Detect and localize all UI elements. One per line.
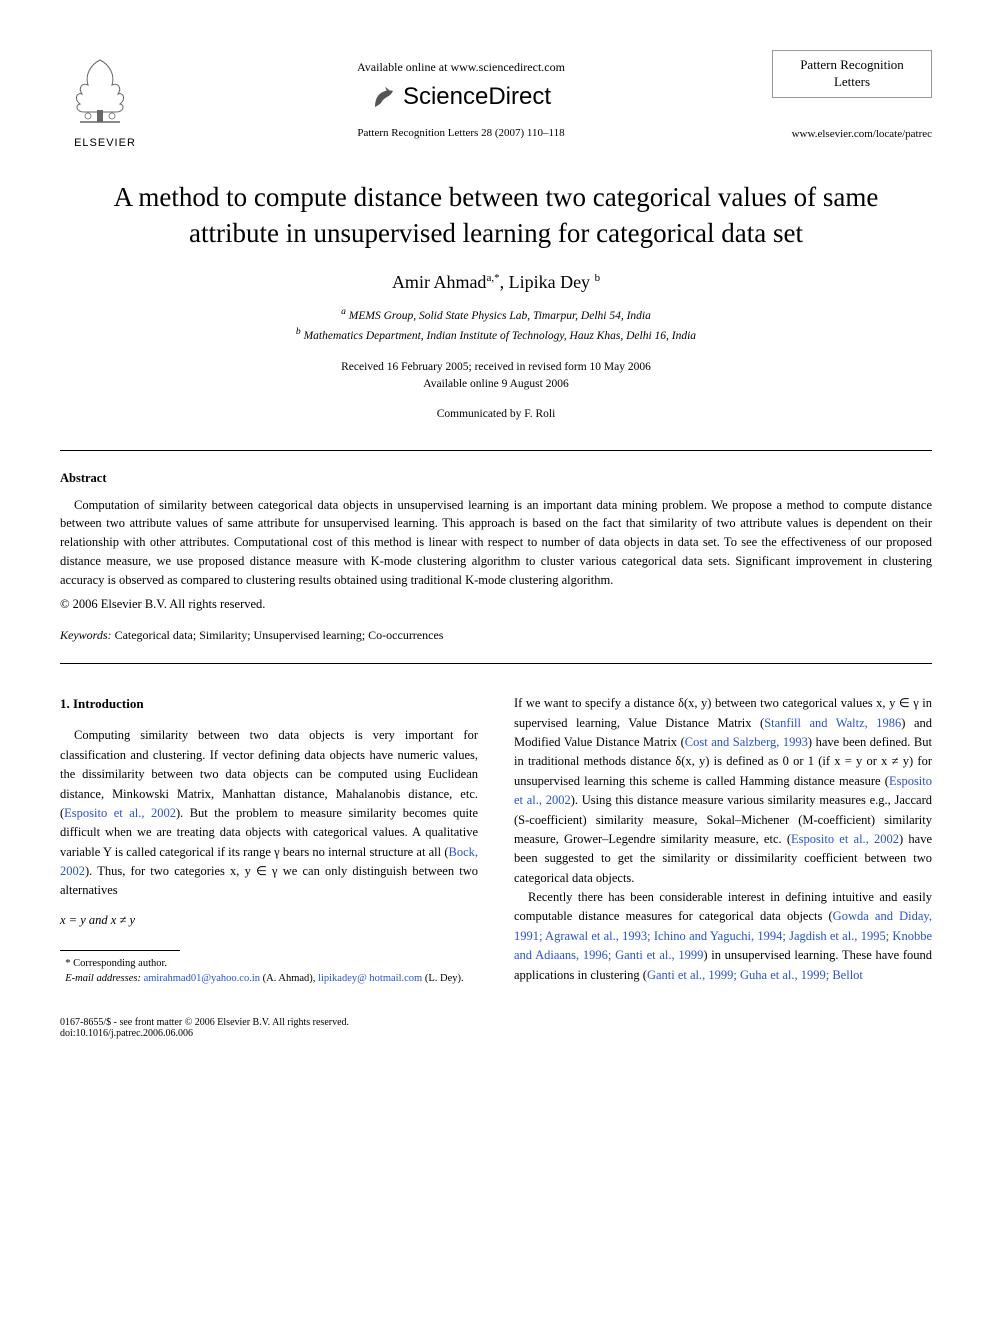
author-1: Amir Ahmad [392,272,487,292]
cite-stanfill[interactable]: Stanfill and Waltz, 1986 [764,716,901,730]
keywords: Keywords: Categorical data; Similarity; … [60,628,932,643]
intro-para-1: Computing similarity between two data ob… [60,726,478,900]
article-dates: Received 16 February 2005; received in r… [60,359,932,394]
footnote-corr-text: Corresponding author. [73,958,167,969]
keywords-text: Categorical data; Similarity; Unsupervis… [112,628,444,642]
abstract-heading: Abstract [60,471,932,486]
center-header: Available online at www.sciencedirect.co… [150,50,772,139]
affiliations: a MEMS Group, Solid State Physics Lab, T… [60,305,932,345]
intro-para-3: Recently there has been considerable int… [514,888,932,985]
body-columns: 1. Introduction Computing similarity bet… [60,694,932,986]
journal-name-box: Pattern Recognition Letters [772,50,932,98]
keywords-label: Keywords: [60,628,112,642]
footnote-separator [60,950,180,951]
affiliation-a-text: MEMS Group, Solid State Physics Lab, Tim… [349,310,651,322]
author-2-sup: b [595,272,601,284]
author-1-sup: a,* [486,272,499,284]
email-1-name: (A. Ahmad), [260,973,318,984]
journal-reference: Pattern Recognition Letters 28 (2007) 11… [150,127,772,139]
cite-esposito-3[interactable]: Esposito et al., 2002 [791,832,899,846]
journal-url: www.elsevier.com/locate/patrec [772,128,932,140]
elsevier-label: ELSEVIER [60,137,150,149]
section-1-heading: 1. Introduction [60,694,478,714]
divider-top [60,450,932,451]
publisher-logo-block: ELSEVIER [60,50,150,149]
sciencedirect-icon [371,83,399,111]
affiliation-a: a MEMS Group, Solid State Physics Lab, T… [60,305,932,325]
available-online-text: Available online at www.sciencedirect.co… [150,60,772,75]
sciencedirect-logo: ScienceDirect [371,83,551,111]
p1c: ). Thus, for two categories x, y ∈ γ we … [60,864,478,897]
journal-box-line1: Pattern Recognition [783,57,921,74]
column-right: If we want to specify a distance δ(x, y)… [514,694,932,986]
footnote-emails: E-mail addresses: amirahmad01@yahoo.co.i… [60,972,478,987]
elsevier-tree-icon [60,50,140,130]
email-2[interactable]: lipikadey@ hotmail.com [318,973,422,984]
article-title: A method to compute distance between two… [100,179,892,252]
abstract-copyright: © 2006 Elsevier B.V. All rights reserved… [60,597,932,612]
footer-doi: doi:10.1016/j.patrec.2006.06.006 [60,1028,932,1039]
footer: 0167-8655/$ - see front matter © 2006 El… [60,1017,932,1039]
cite-esposito-1[interactable]: Esposito et al., 2002 [64,806,176,820]
email-label: E-mail addresses: [65,973,141,984]
journal-box-line2: Letters [783,74,921,91]
intro-para-2: If we want to specify a distance δ(x, y)… [514,694,932,888]
email-1[interactable]: amirahmad01@yahoo.co.in [144,973,260,984]
header: ELSEVIER Available online at www.science… [60,50,932,149]
divider-bottom [60,663,932,664]
received-date: Received 16 February 2005; received in r… [60,359,932,376]
right-header: Pattern Recognition Letters www.elsevier… [772,50,932,140]
cite-cost[interactable]: Cost and Salzberg, 1993 [685,735,808,749]
communicated-by: Communicated by F. Roli [60,408,932,420]
column-left: 1. Introduction Computing similarity bet… [60,694,478,986]
footer-copyright: 0167-8655/$ - see front matter © 2006 El… [60,1017,932,1028]
equation-xy: x = y and x ≠ y [60,911,478,930]
sciencedirect-text: ScienceDirect [403,83,551,111]
abstract-body: Computation of similarity between catego… [60,498,932,587]
authors: Amir Ahmada,*, Lipika Dey b [60,272,932,293]
author-2: Lipika Dey [509,272,590,292]
affiliation-b-text: Mathematics Department, Indian Institute… [304,330,696,342]
cite-clustering[interactable]: Ganti et al., 1999; Guha et al., 1999; B… [647,968,863,982]
email-2-name: (L. Dey). [422,973,463,984]
footnote-corresponding: * Corresponding author. [60,957,478,972]
author-sep: , [500,272,509,292]
available-date: Available online 9 August 2006 [60,376,932,393]
affiliation-b: b Mathematics Department, Indian Institu… [60,325,932,345]
abstract-text: Computation of similarity between catego… [60,496,932,590]
